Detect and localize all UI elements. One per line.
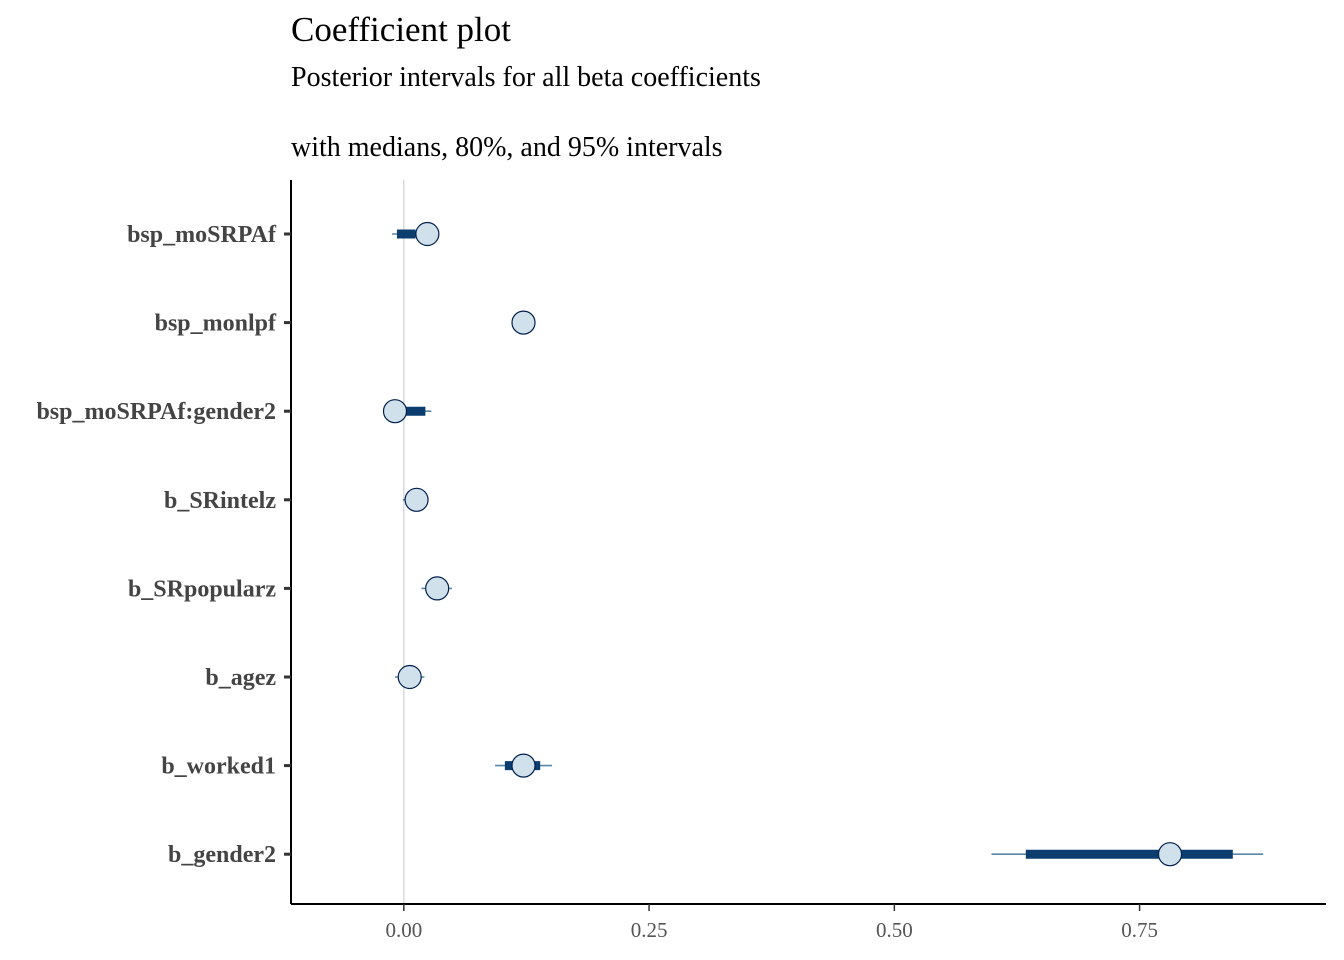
y-tick-label: bsp_moSRPAf:gender2 [36,399,276,425]
x-tick-label: 0.75 [1121,918,1158,942]
median-point [415,221,440,247]
median-point [511,753,536,778]
y-tick-label: bsp_moSRPAf [127,222,277,248]
y-tick-label: b_SRintelz [164,488,276,514]
median-point [425,576,450,601]
x-tick-label: 0.25 [631,918,668,942]
y-tick-label: b_worked1 [161,754,276,780]
median-point [397,664,422,690]
chart-subtitle-line-2: with medians, 80%, and 95% intervals [291,132,723,163]
median-point [404,487,429,512]
y-tick-label: b_gender2 [168,842,276,868]
median-point [1157,842,1183,867]
y-tick-label: b_agez [205,665,276,691]
y-tick-label: bsp_monlpf [155,311,277,337]
median-point [382,399,408,424]
x-tick-label: 0.50 [876,918,913,942]
y-tick-label: b_SRpopularz [128,576,276,602]
median-point [511,310,536,335]
chart-title: Coefficient plot [291,10,511,49]
x-tick-label: 0.00 [385,918,422,942]
chart-subtitle-line-1: Posterior intervals for all beta coeffic… [291,62,761,93]
